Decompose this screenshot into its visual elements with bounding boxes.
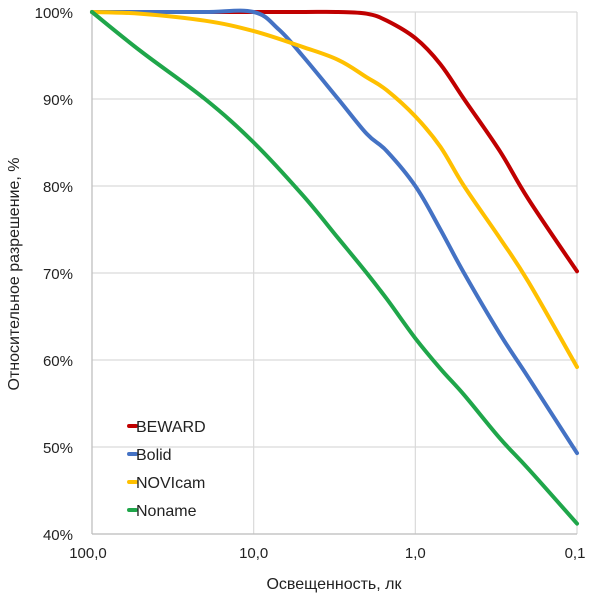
x-tick-label: 100,0 [69, 545, 107, 562]
y-tick-label: 50% [43, 440, 73, 457]
y-tick-label: 100% [35, 5, 73, 22]
series-line-novicam [90, 10, 579, 369]
x-tick-label: 0,1 [565, 545, 586, 562]
y-tick-label: 60% [43, 353, 73, 370]
legend-label: NOVIcam [136, 475, 205, 492]
x-axis-ticks: 100,0 10,0 1,0 0,1 [69, 545, 585, 562]
legend-label: Bolid [136, 447, 172, 464]
y-axis-title: Относительное разрешение, % [6, 158, 23, 391]
legend-label: Noname [136, 503, 197, 520]
y-tick-label: 80% [43, 179, 73, 196]
y-axis-ticks: 100% 90% 80% 70% 60% 50% 40% [35, 5, 73, 544]
y-tick-label: 90% [43, 92, 73, 109]
y-tick-label: 40% [43, 527, 73, 544]
grid [91, 11, 578, 535]
legend: BEWARD Bolid NOVIcam Noname [127, 419, 206, 520]
x-axis-title: Освещенность, лк [266, 576, 402, 593]
x-tick-label: 10,0 [239, 545, 268, 562]
series-line-bolid [90, 8, 579, 456]
x-tick-label: 1,0 [405, 545, 426, 562]
series-line-noname [90, 10, 579, 526]
series-layer [90, 8, 579, 526]
y-tick-label: 70% [43, 266, 73, 283]
legend-label: BEWARD [136, 419, 206, 436]
